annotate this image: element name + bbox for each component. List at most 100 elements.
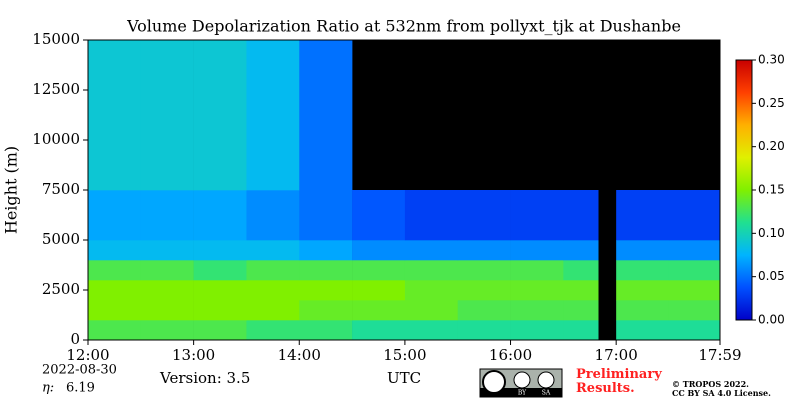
heatmap-cell [404, 260, 459, 281]
colorbar-tick-label: 0.00 [758, 313, 785, 327]
heatmap-cell [510, 190, 564, 241]
heatmap-cell [246, 240, 300, 261]
x-tick-label: 17:59 [698, 346, 741, 364]
heatmap-cell [668, 300, 721, 321]
colorbar-tick-label: 0.20 [758, 139, 785, 153]
heatmap-cell [510, 260, 564, 281]
heatmap-cell [246, 260, 300, 281]
heatmap-cell [668, 280, 721, 301]
heatmap-cell [246, 190, 300, 241]
heatmap-cell [510, 280, 564, 301]
heatmap-cell [510, 240, 564, 261]
heatmap-cell [299, 260, 353, 281]
heatmap-cell [563, 190, 599, 241]
heatmap-cell [616, 300, 670, 321]
badge-by [513, 371, 531, 389]
heatmap-cell [352, 190, 406, 241]
heatmap-cell [352, 240, 406, 261]
colorbar [735, 59, 753, 321]
date: 2022-08-30 [42, 363, 117, 378]
heatmap-cell [457, 240, 511, 261]
heatmap-cell [193, 320, 247, 341]
version: Version: 3.5 [159, 369, 250, 387]
heatmap-cell [457, 320, 511, 341]
heatmap-cell [404, 190, 459, 241]
heatmap-cell [510, 320, 564, 341]
copyright: © TROPOS 2022. [672, 379, 749, 389]
heatmap-cell [616, 280, 670, 301]
heatmap-cell [299, 300, 353, 321]
heatmap-cell [668, 260, 721, 281]
heatmap-cell [299, 280, 353, 301]
y-tick-label: 5000 [42, 230, 80, 248]
x-axis-label: UTC [387, 369, 421, 387]
chart-title: Volume Depolarization Ratio at 532nm fro… [126, 17, 681, 36]
eta-label: η: [42, 381, 54, 396]
cc-badge: BY SA [479, 368, 563, 398]
heatmap-cell [299, 320, 353, 341]
eta: 6.19 [66, 381, 95, 396]
y-tick-label: 10000 [32, 130, 80, 148]
heatmap-cell [457, 280, 511, 301]
heatmap-cell [299, 190, 353, 241]
heatmap-cell [88, 280, 142, 301]
y-tick-label: 2500 [42, 280, 80, 298]
heatmap-cell [352, 300, 406, 321]
y-tick-label: 12500 [32, 80, 80, 98]
heatmap-cell [299, 240, 353, 261]
heatmap-cell [404, 320, 459, 341]
heatmap-cell [668, 190, 721, 241]
heatmap-cell [510, 300, 564, 321]
preliminary-box: Preliminary Results. [576, 368, 662, 396]
heatmap-cell [193, 240, 247, 261]
heatmap-cell [246, 40, 300, 191]
colorbar-tick-label: 0.25 [758, 96, 785, 110]
heatmap-cell [563, 240, 599, 261]
heatmap-cell [193, 280, 247, 301]
heatmap-cell [299, 40, 353, 191]
y-tick-label: 7500 [42, 180, 80, 198]
heatmap-cell [404, 240, 459, 261]
heatmap-cell [404, 300, 459, 321]
heatmap-cell [140, 40, 194, 191]
heatmap-cell [457, 260, 511, 281]
badge-sa-label: SA [542, 390, 551, 397]
heatmap-cell [563, 300, 599, 321]
heatmap-cell [193, 260, 247, 281]
heatmap-cell [140, 280, 194, 301]
heatmap-cell [352, 320, 406, 341]
y-tick-label: 15000 [32, 30, 80, 48]
heatmap-cell [457, 300, 511, 321]
heatmap-cell [563, 280, 599, 301]
heatmap-cell [88, 40, 142, 191]
heatmap-cell [88, 190, 142, 241]
colorbar-tick-label: 0.30 [758, 53, 785, 67]
colorbar-tick-label: 0.10 [758, 226, 785, 240]
x-tick-label: 17:00 [595, 346, 638, 364]
badge-strip [480, 388, 562, 397]
heatmap-cell [140, 240, 194, 261]
heatmap-cell [457, 190, 511, 241]
heatmap-cell [88, 320, 142, 341]
x-tick-label: 12:00 [66, 346, 109, 364]
x-tick-label: 13:00 [172, 346, 215, 364]
heatmap-cell [140, 320, 194, 341]
heatmap-cell [668, 320, 721, 341]
heatmap-cell [193, 300, 247, 321]
x-tick-label: 16:00 [489, 346, 532, 364]
heatmap-cell [352, 280, 406, 301]
heatmap-cell [140, 190, 194, 241]
heatmap-cell [88, 300, 142, 321]
colorbar-tick-label: 0.05 [758, 269, 785, 283]
heatmap-cell [616, 320, 670, 341]
x-tick-label: 14:00 [278, 346, 321, 364]
preliminary: Preliminary Results. [576, 368, 662, 396]
heatmap-cell [140, 260, 194, 281]
colorbar-tick-label: 0.15 [758, 183, 785, 197]
heatmap-cell [404, 280, 459, 301]
heatmap-cell [668, 240, 721, 261]
badge-sa [537, 371, 555, 389]
heatmap-cell [616, 260, 670, 281]
heatmap-cell [246, 280, 300, 301]
